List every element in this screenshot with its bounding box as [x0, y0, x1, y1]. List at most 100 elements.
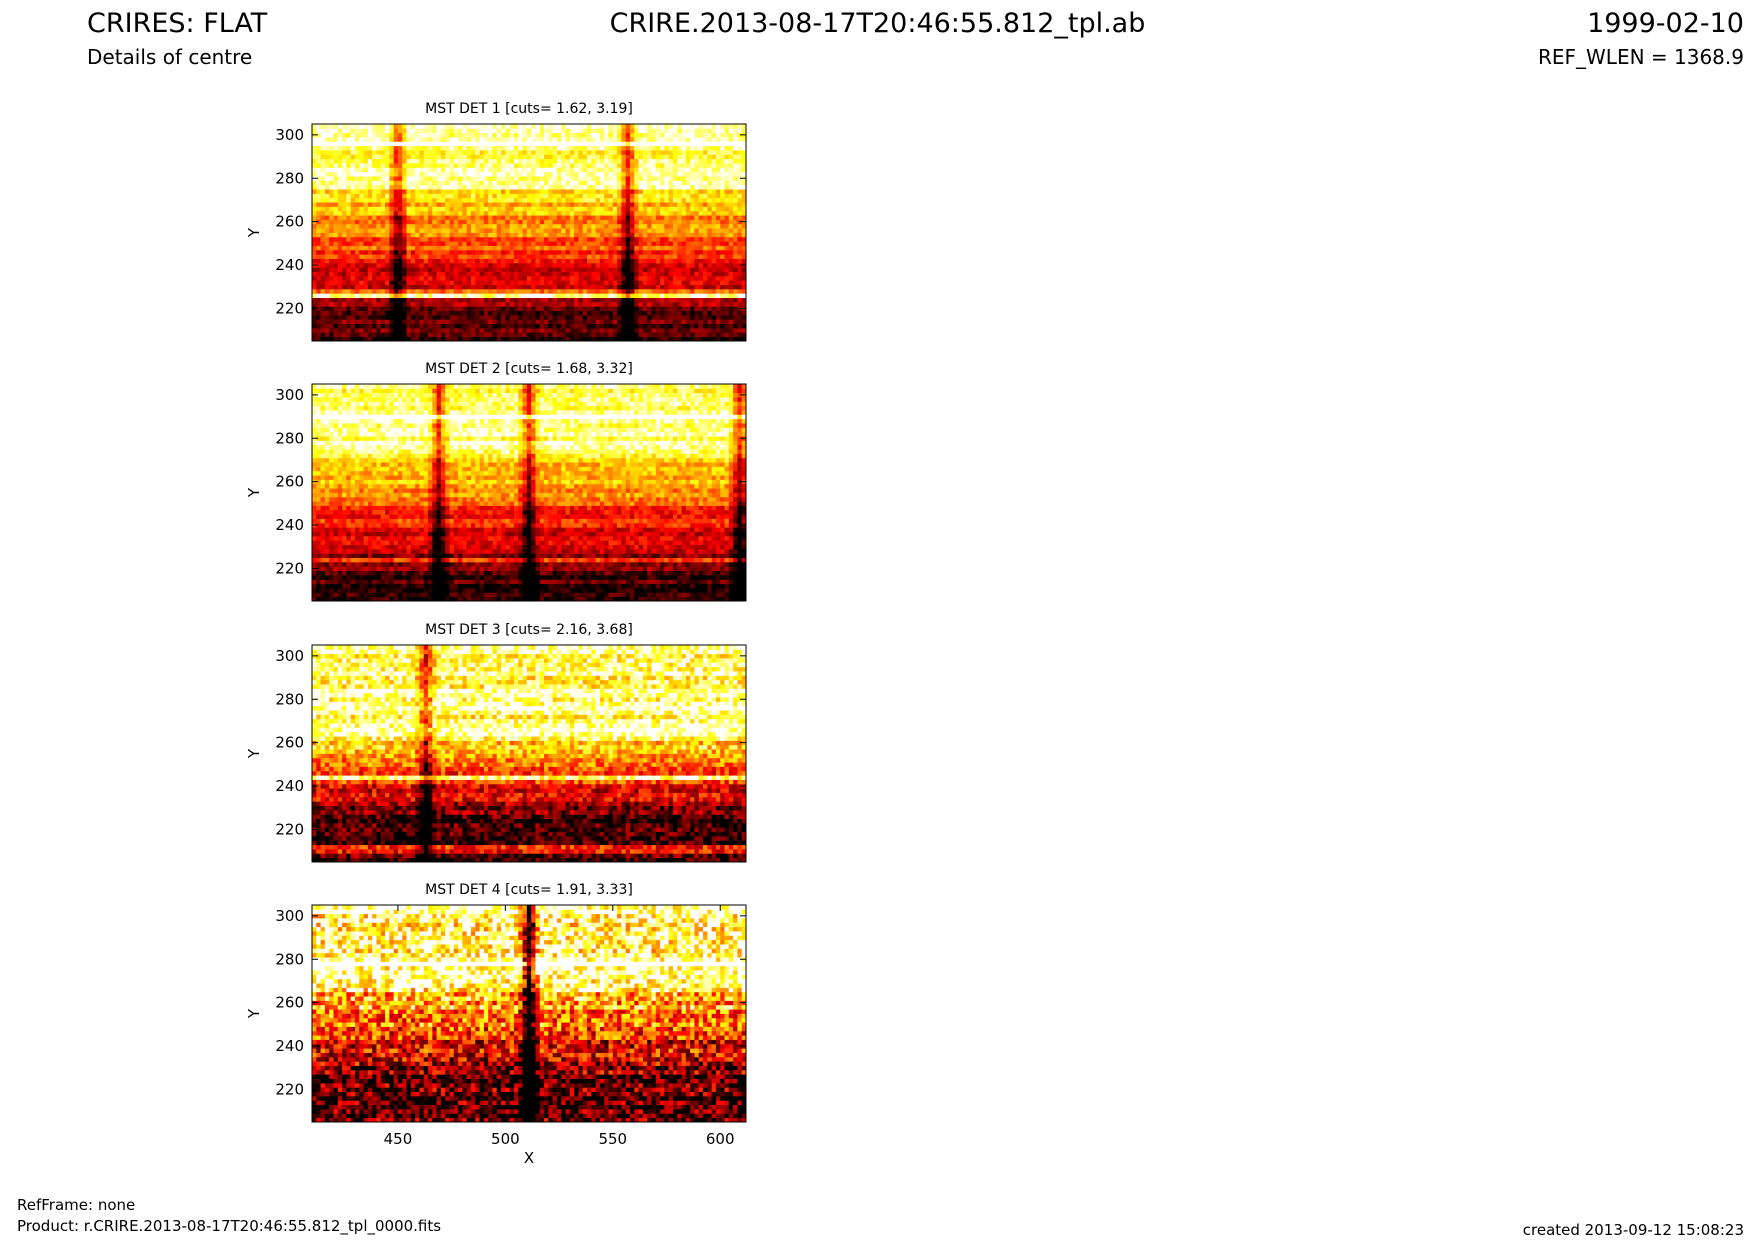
heatmap-cell: [510, 289, 515, 294]
heatmap-cell: [643, 298, 648, 303]
heatmap-cell: [540, 185, 545, 190]
heatmap-cell: [402, 293, 407, 298]
heatmap-cell: [716, 206, 721, 211]
heatmap-cell: [733, 319, 738, 324]
heatmap-cell: [364, 250, 369, 255]
heatmap-cell: [419, 315, 424, 320]
heatmap-cell: [518, 189, 523, 194]
heatmap-cell: [660, 280, 665, 285]
heatmap-cell: [656, 267, 661, 272]
heatmap-cell: [527, 272, 532, 277]
heatmap-cell: [716, 224, 721, 229]
heatmap-cell: [389, 180, 394, 185]
heatmap-cell: [376, 219, 381, 224]
heatmap-cell: [634, 306, 639, 311]
heatmap-cell: [372, 263, 377, 268]
heatmap-cell: [707, 289, 712, 294]
heatmap-cell: [346, 259, 351, 264]
heatmap-cell: [398, 228, 403, 233]
heatmap-cell: [424, 280, 429, 285]
heatmap-cell: [346, 263, 351, 268]
heatmap-cell: [578, 332, 583, 337]
heatmap-cell: [729, 167, 734, 172]
heatmap-cell: [441, 267, 446, 272]
heatmap-cell: [686, 285, 691, 290]
heatmap-cell: [316, 259, 321, 264]
heatmap-cell: [510, 280, 515, 285]
heatmap-cell: [333, 206, 338, 211]
heatmap-cell: [321, 254, 326, 259]
heatmap-cell: [626, 319, 631, 324]
heatmap-cell: [505, 293, 510, 298]
heatmap-cell: [419, 246, 424, 251]
heatmap-cell: [647, 154, 652, 159]
heatmap-cell: [617, 315, 622, 320]
heatmap-cell: [725, 276, 730, 281]
heatmap-cell: [338, 285, 343, 290]
heatmap-cell: [604, 272, 609, 277]
heatmap-cell: [660, 159, 665, 164]
heatmap-cell: [634, 141, 639, 146]
heatmap-cell: [484, 185, 489, 190]
heatmap-cell: [501, 215, 506, 220]
heatmap-cell: [544, 324, 549, 329]
heatmap-cell: [703, 306, 708, 311]
heatmap-cell: [591, 280, 596, 285]
heatmap-cell: [690, 241, 695, 246]
heatmap-cell: [669, 172, 674, 177]
heatmap-cell: [733, 198, 738, 203]
heatmap-cell: [346, 254, 351, 259]
heatmap-cell: [445, 193, 450, 198]
heatmap-cell: [553, 154, 558, 159]
heatmap-cell: [583, 272, 588, 277]
heatmap-cell: [557, 206, 562, 211]
heatmap-cell: [716, 272, 721, 277]
heatmap-cell: [651, 280, 656, 285]
heatmap-cell: [682, 263, 687, 268]
heatmap-cell: [480, 289, 485, 294]
heatmap-cell: [445, 176, 450, 181]
heatmap-cell: [531, 250, 536, 255]
heatmap-cell: [729, 272, 734, 277]
heatmap-cell: [617, 250, 622, 255]
heatmap-cell: [480, 298, 485, 303]
heatmap-cell: [501, 159, 506, 164]
heatmap-cell: [312, 167, 317, 172]
heatmap-cell: [583, 298, 588, 303]
heatmap-cell: [699, 285, 704, 290]
heatmap-cell: [707, 193, 712, 198]
heatmap-cell: [604, 250, 609, 255]
heatmap-cell: [398, 280, 403, 285]
heatmap-cell: [437, 193, 442, 198]
heatmap-cell: [609, 302, 614, 307]
heatmap-cell: [600, 163, 605, 168]
heatmap-cell: [424, 189, 429, 194]
heatmap-cell: [398, 272, 403, 277]
heatmap-cell: [613, 211, 618, 216]
heatmap-cell: [492, 176, 497, 181]
heatmap-cell: [566, 306, 571, 311]
heatmap-cell: [634, 159, 639, 164]
heatmap-cell: [647, 289, 652, 294]
heatmap-cell: [368, 163, 373, 168]
heatmap-cell: [484, 180, 489, 185]
heatmap-cell: [583, 163, 588, 168]
heatmap-cell: [316, 233, 321, 238]
heatmap-cell: [480, 332, 485, 337]
heatmap-cell: [737, 246, 742, 251]
heatmap-cell: [669, 198, 674, 203]
heatmap-cell: [376, 259, 381, 264]
heatmap-cell: [621, 224, 626, 229]
heatmap-cell: [338, 289, 343, 294]
heatmap-cell: [376, 154, 381, 159]
heatmap-cell: [488, 319, 493, 324]
heatmap-cell: [643, 293, 648, 298]
heatmap-cell: [626, 198, 631, 203]
heatmap-cell: [355, 150, 360, 155]
heatmap-cell: [643, 180, 648, 185]
heatmap-cell: [626, 280, 631, 285]
heatmap-cell: [381, 154, 386, 159]
heatmap-cell: [458, 211, 463, 216]
heatmap-cell: [609, 146, 614, 151]
heatmap-cell: [518, 293, 523, 298]
